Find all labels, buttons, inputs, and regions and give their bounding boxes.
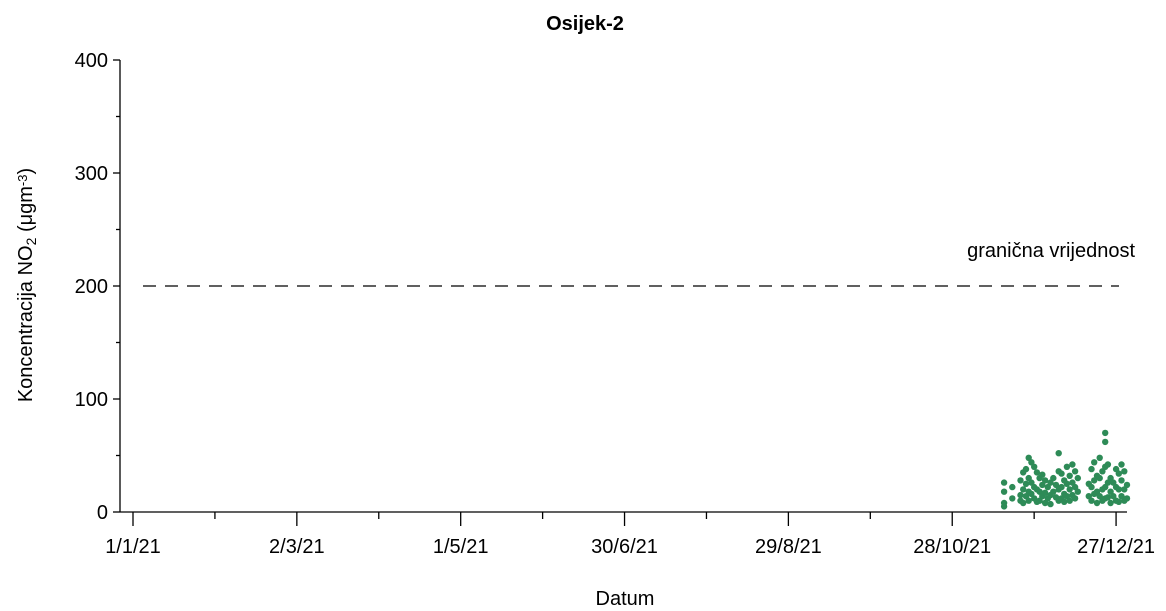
data-point	[1118, 461, 1125, 468]
data-point	[1115, 486, 1123, 493]
x-tick-label: 1/5/21	[433, 536, 489, 558]
x-tick-label: 1/1/21	[105, 536, 161, 558]
data-point	[1102, 438, 1109, 446]
x-axis-label: Datum	[596, 588, 655, 610]
data-point	[1000, 479, 1008, 486]
data-point	[1047, 500, 1054, 508]
data-point	[1063, 480, 1071, 487]
data-point	[1041, 477, 1049, 484]
data-point	[1071, 468, 1079, 475]
data-point	[1115, 470, 1123, 477]
data-point	[1063, 463, 1071, 470]
data-point	[1088, 497, 1095, 504]
data-point	[1066, 497, 1073, 504]
data-point	[1123, 495, 1131, 502]
data-point	[1025, 497, 1032, 504]
data-point	[1118, 477, 1125, 484]
data-point	[1093, 499, 1101, 507]
data-point	[1000, 503, 1008, 510]
x-tick-label: 27/12/21	[1077, 536, 1155, 558]
data-point	[1050, 474, 1057, 482]
data-point	[1107, 499, 1114, 507]
data-point	[1055, 450, 1062, 457]
data-point	[1096, 474, 1103, 482]
data-point	[1071, 495, 1079, 502]
data-point	[1066, 486, 1073, 493]
data-point	[1031, 463, 1038, 470]
data-point	[1104, 461, 1112, 468]
threshold-label: granična vrijednost	[967, 240, 1135, 262]
data-point	[1017, 491, 1024, 499]
data-point	[1017, 477, 1024, 484]
data-point	[1115, 498, 1123, 505]
data-point	[1058, 483, 1065, 491]
y-tick-label: 300	[75, 163, 108, 185]
data-point	[1000, 488, 1008, 495]
data-point	[1066, 472, 1073, 479]
x-tick-label: 28/10/21	[913, 536, 991, 558]
x-tick-label: 2/3/21	[269, 536, 325, 558]
data-point	[1123, 481, 1131, 489]
data-point	[1121, 468, 1128, 475]
data-point	[1088, 465, 1095, 473]
data-point	[1104, 494, 1112, 501]
y-axis-label: Koncentracija NO2 (μgm-3)	[15, 168, 39, 402]
data-point	[1091, 459, 1098, 466]
data-point	[1074, 488, 1082, 495]
x-tick-label: 29/8/21	[755, 536, 822, 558]
data-points	[1000, 429, 1131, 510]
data-point	[1022, 480, 1030, 487]
x-tick-label: 30/6/21	[591, 536, 658, 558]
data-point	[1033, 469, 1041, 476]
y-axis: 0 100 200 300 400	[75, 50, 121, 524]
y-tick-label: 400	[75, 50, 108, 72]
data-point	[1039, 471, 1046, 478]
y-tick-label: 100	[75, 389, 108, 411]
data-point	[1020, 499, 1027, 507]
data-point	[1061, 498, 1068, 505]
data-point	[1009, 483, 1016, 491]
data-point	[1088, 483, 1095, 491]
data-point	[1041, 489, 1049, 496]
data-point	[1058, 470, 1065, 477]
y-tick-label: 0	[97, 502, 108, 524]
data-point	[1102, 429, 1109, 437]
data-point	[1009, 495, 1016, 502]
y-tick-label: 200	[75, 276, 108, 298]
data-point	[1096, 454, 1103, 461]
chart-title: Osijek-2	[546, 13, 624, 35]
data-point	[1069, 461, 1076, 468]
data-point	[1091, 477, 1098, 484]
data-point	[1074, 474, 1082, 482]
x-axis: 1/1/21 2/3/21 1/5/21 30/6/21 29/8/21 28/10/21…	[105, 511, 1155, 558]
data-point	[1050, 488, 1057, 495]
data-point	[1022, 465, 1030, 473]
data-point	[1020, 486, 1027, 493]
